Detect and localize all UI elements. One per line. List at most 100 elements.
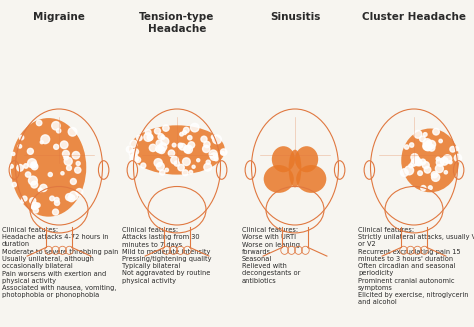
Circle shape — [416, 160, 422, 166]
Circle shape — [184, 145, 192, 153]
Circle shape — [160, 170, 165, 175]
Circle shape — [31, 181, 38, 188]
Circle shape — [436, 157, 440, 161]
Circle shape — [149, 144, 156, 151]
Circle shape — [454, 154, 462, 162]
Ellipse shape — [264, 165, 294, 193]
Circle shape — [165, 168, 168, 172]
Text: Clinical features:
Attacks lasting from 30
minutes to 7 days
Mild to moderate in: Clinical features: Attacks lasting from … — [122, 227, 211, 284]
Circle shape — [158, 134, 164, 139]
Circle shape — [210, 153, 218, 160]
Circle shape — [188, 142, 195, 148]
Circle shape — [422, 162, 429, 169]
Circle shape — [54, 144, 59, 149]
Circle shape — [174, 161, 180, 166]
Circle shape — [133, 149, 138, 155]
Ellipse shape — [272, 146, 295, 172]
Circle shape — [41, 135, 50, 144]
Circle shape — [182, 170, 188, 176]
Circle shape — [55, 200, 60, 205]
Circle shape — [76, 162, 80, 165]
Circle shape — [63, 150, 69, 157]
Circle shape — [68, 195, 75, 202]
Circle shape — [183, 127, 189, 133]
Circle shape — [413, 157, 420, 164]
Circle shape — [411, 160, 415, 163]
Circle shape — [423, 132, 427, 136]
Circle shape — [9, 164, 13, 168]
Circle shape — [212, 135, 221, 144]
Circle shape — [17, 164, 23, 171]
Circle shape — [147, 135, 153, 140]
Circle shape — [131, 155, 135, 159]
Circle shape — [40, 184, 47, 192]
Circle shape — [155, 128, 161, 134]
Circle shape — [197, 159, 200, 162]
Circle shape — [221, 151, 224, 154]
Circle shape — [204, 163, 211, 171]
Circle shape — [74, 167, 81, 173]
Circle shape — [409, 164, 413, 168]
Circle shape — [66, 165, 72, 170]
Circle shape — [418, 171, 422, 176]
Text: Cluster Headache: Cluster Headache — [362, 12, 466, 22]
Circle shape — [180, 132, 183, 136]
Circle shape — [202, 145, 210, 152]
Circle shape — [31, 202, 38, 209]
Circle shape — [54, 198, 59, 202]
Circle shape — [53, 209, 58, 215]
Ellipse shape — [401, 129, 459, 192]
Circle shape — [38, 188, 42, 192]
Circle shape — [420, 159, 426, 164]
Circle shape — [424, 142, 432, 151]
Ellipse shape — [295, 146, 318, 172]
Circle shape — [68, 128, 77, 136]
Circle shape — [449, 161, 452, 164]
Circle shape — [443, 155, 452, 163]
Circle shape — [414, 130, 422, 138]
Circle shape — [24, 164, 28, 168]
Circle shape — [12, 182, 17, 187]
Ellipse shape — [11, 118, 86, 217]
Circle shape — [158, 147, 165, 154]
Circle shape — [31, 205, 36, 209]
Ellipse shape — [129, 125, 225, 175]
Circle shape — [168, 150, 174, 156]
Circle shape — [433, 129, 439, 135]
Circle shape — [182, 130, 186, 134]
Text: Tension-type
Headache: Tension-type Headache — [139, 12, 215, 34]
Circle shape — [36, 120, 42, 126]
Circle shape — [419, 136, 425, 142]
Circle shape — [431, 172, 438, 178]
Circle shape — [65, 194, 73, 200]
Circle shape — [436, 159, 444, 166]
Text: Clinical features:
Headache attacks 4-72 hours in
duration
Moderate to severe th: Clinical features: Headache attacks 4-72… — [2, 227, 118, 298]
Circle shape — [72, 151, 80, 159]
Circle shape — [127, 146, 133, 153]
Circle shape — [421, 185, 426, 191]
Circle shape — [154, 159, 162, 167]
Text: Sinusitis: Sinusitis — [270, 12, 320, 22]
Circle shape — [411, 154, 418, 161]
Circle shape — [178, 143, 182, 148]
Circle shape — [156, 140, 163, 146]
Circle shape — [144, 133, 152, 141]
Circle shape — [33, 208, 38, 213]
Circle shape — [156, 147, 160, 151]
Circle shape — [204, 141, 210, 147]
Circle shape — [163, 125, 169, 131]
Circle shape — [439, 139, 442, 143]
Circle shape — [189, 170, 192, 174]
Circle shape — [179, 144, 186, 150]
Circle shape — [22, 196, 27, 201]
Circle shape — [440, 157, 448, 165]
Circle shape — [178, 164, 184, 171]
Circle shape — [171, 156, 179, 164]
Circle shape — [161, 135, 165, 139]
Circle shape — [69, 191, 78, 200]
Circle shape — [211, 135, 215, 139]
Circle shape — [428, 186, 432, 190]
Circle shape — [31, 163, 38, 170]
Circle shape — [161, 137, 169, 145]
Circle shape — [27, 159, 36, 168]
